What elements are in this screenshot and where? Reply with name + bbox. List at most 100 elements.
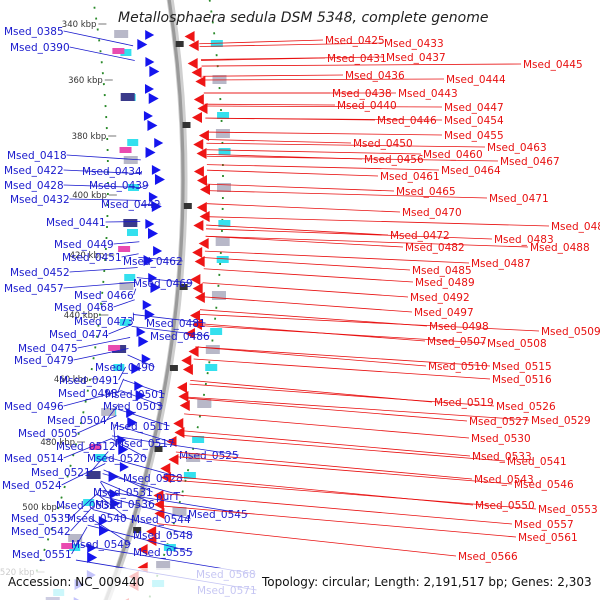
gene-label-right[interactable]: Msed_0488 — [530, 242, 590, 254]
gene-label-right[interactable]: Msed_0454 — [444, 115, 504, 127]
gene-label-right[interactable]: Msed_0489 — [415, 277, 475, 289]
gene-label-right[interactable]: Msed_0447 — [444, 102, 504, 114]
gene-label-right[interactable]: Msed_0529 — [531, 415, 591, 427]
gene-label-right[interactable]: Msed_0437 — [386, 52, 446, 64]
gene-label-left[interactable]: Msed_0468 — [54, 302, 114, 314]
gene-label-left[interactable]: Msed_0462 — [123, 256, 183, 268]
gene-label-right[interactable]: Msed_0557 — [514, 519, 574, 531]
gene-label-left[interactable]: Msed_0512 — [56, 441, 116, 453]
gene-label-right[interactable]: Msed_0438 — [332, 88, 392, 100]
gene-label-left[interactable]: Msed_0525 — [179, 450, 239, 462]
gene-label-right[interactable]: Msed_0492 — [410, 292, 470, 304]
gene-label-left[interactable]: Msed_0528 — [123, 473, 183, 485]
gene-label-left[interactable]: Msed_0491 — [59, 375, 119, 387]
gene-label-left[interactable]: Msed_0536 — [95, 499, 155, 511]
gene-label-right[interactable]: Msed_0464 — [441, 165, 501, 177]
gene-label-right[interactable]: Msed_0566 — [458, 551, 518, 563]
gene-label-left[interactable]: Msed_0434 — [82, 166, 142, 178]
gene-label-right[interactable]: Msed_0445 — [523, 59, 583, 71]
gene-label-left[interactable]: Msed_0422 — [4, 165, 64, 177]
gene-label-right[interactable]: Msed_0471 — [489, 193, 549, 205]
gene-label-right[interactable]: Msed_0461 — [380, 171, 440, 183]
gene-label-left[interactable]: Msed_0418 — [7, 150, 67, 162]
gene-label-left[interactable]: Msed_0521 — [31, 467, 91, 479]
gene-label-left[interactable]: Msed_0501 — [105, 389, 165, 401]
gene-label-left[interactable]: Msed_0524 — [2, 480, 62, 492]
gene-label-left[interactable]: Msed_0540 — [67, 513, 127, 525]
gene-label-left[interactable]: Msed_0511 — [110, 421, 170, 433]
gene-label-right[interactable]: Msed_0436 — [345, 70, 405, 82]
gene-label-right[interactable]: Msed_0472 — [390, 230, 450, 242]
gene-label-right[interactable]: Msed_0484 — [551, 221, 600, 233]
gene-label-left[interactable]: Msed_0549 — [71, 539, 131, 551]
gene-label-right[interactable]: Msed_0446 — [377, 115, 437, 127]
gene-label-right[interactable]: Msed_0482 — [405, 242, 465, 254]
gene-label-right[interactable]: Msed_0450 — [353, 138, 413, 150]
gene-label-left[interactable]: Msed_0390 — [10, 42, 70, 54]
gene-label-right[interactable]: Msed_0553 — [538, 504, 598, 516]
gene-label-left[interactable]: Msed_0496 — [4, 401, 64, 413]
gene-label-right[interactable]: Msed_0546 — [514, 479, 574, 491]
gene-label-right[interactable]: Msed_0541 — [507, 456, 567, 468]
gene-label-left[interactable]: Msed_0505 — [18, 428, 78, 440]
gene-label-left[interactable]: Msed_0475 — [18, 343, 78, 355]
gene-label-left[interactable]: Msed_0493 — [58, 388, 118, 400]
gene-label-right[interactable]: Msed_0440 — [337, 100, 397, 112]
gene-label-left[interactable]: Msed_0428 — [4, 180, 64, 192]
gene-label-left[interactable]: Msed_0385 — [4, 26, 64, 38]
gene-label-right[interactable]: Msed_0533 — [472, 451, 532, 463]
gene-label-right[interactable]: Msed_0561 — [518, 532, 578, 544]
gene-label-left[interactable]: Msed_0469 — [133, 278, 193, 290]
gene-label-left[interactable]: Msed_0517 — [115, 438, 175, 450]
gene-label-left[interactable]: Msed_0466 — [74, 290, 134, 302]
gene-label-left[interactable]: Msed_0548 — [133, 530, 193, 542]
gene-label-left[interactable]: Msed_0432 — [10, 194, 70, 206]
gene-label-left[interactable]: Msed_0441 — [46, 217, 106, 229]
gene-label-left[interactable]: Msed_0555 — [133, 547, 193, 559]
gene-label-right[interactable]: Msed_0465 — [396, 186, 456, 198]
gene-label-right[interactable]: Msed_0497 — [414, 307, 474, 319]
gene-label-right[interactable]: Msed_0526 — [496, 401, 556, 413]
gene-label-right[interactable]: Msed_0487 — [471, 258, 531, 270]
gene-label-right[interactable]: Msed_0508 — [487, 338, 547, 350]
gene-label-left[interactable]: Msed_0504 — [47, 415, 107, 427]
gene-label-left[interactable]: Msed_0542 — [11, 526, 71, 538]
gene-label-right[interactable]: Msed_0463 — [487, 142, 547, 154]
gene-label-left[interactable]: Msed_0503 — [103, 401, 163, 413]
gene-label-right[interactable]: Msed_0431 — [327, 53, 387, 65]
gene-label-left[interactable]: Msed_0481 — [146, 318, 206, 330]
gene-label-left[interactable]: Msed_0531 — [93, 487, 153, 499]
gene-label-right[interactable]: Msed_0543 — [474, 474, 534, 486]
gene-label-right[interactable]: Msed_0444 — [446, 74, 506, 86]
gene-label-right[interactable]: Msed_0550 — [475, 500, 535, 512]
gene-label-right[interactable]: Msed_0510 — [428, 361, 488, 373]
gene-label-right[interactable]: Msed_0460 — [423, 149, 483, 161]
gene-label-right[interactable]: Msed_0443 — [398, 88, 458, 100]
gene-label-left[interactable]: Msed_0532 — [56, 500, 116, 512]
gene-label-right[interactable]: Msed_0483 — [494, 234, 554, 246]
gene-label-right[interactable]: Msed_0455 — [444, 130, 504, 142]
gene-label-right[interactable]: Msed_0485 — [412, 265, 472, 277]
gene-label-right[interactable]: Msed_0507 — [427, 336, 487, 348]
gene-label-right[interactable]: Msed_0467 — [500, 156, 560, 168]
gene-label-right[interactable]: Msed_0515 — [492, 361, 552, 373]
gene-label-right[interactable]: Msed_0530 — [471, 433, 531, 445]
gene-label-left[interactable]: Msed_0473 — [74, 316, 134, 328]
gene-label-left[interactable]: Msed_0535 — [11, 513, 71, 525]
gene-label-right[interactable]: Msed_0516 — [492, 374, 552, 386]
gene-label-left[interactable]: Msed_0451 — [62, 252, 122, 264]
gene-label-right[interactable]: Msed_0519 — [434, 397, 494, 409]
gene-label-left[interactable]: Msed_0514 — [4, 453, 64, 465]
gene-label-left[interactable]: Msed_0474 — [49, 329, 109, 341]
gene-label-left[interactable]: Msed_0551 — [12, 549, 72, 561]
gene-label-right[interactable]: Msed_0470 — [402, 207, 462, 219]
gene-label-left[interactable]: Msed_0452 — [10, 267, 70, 279]
gene-label-left[interactable]: Msed_0457 — [4, 283, 64, 295]
gene-label-left[interactable]: Msed_0520 — [87, 453, 147, 465]
gene-label-right[interactable]: Msed_0456 — [364, 154, 424, 166]
gene-label-right[interactable]: Msed_0433 — [384, 38, 444, 50]
gene-label-left[interactable]: Msed_0442 — [101, 199, 161, 211]
gene-label-left[interactable]: Msed_0439 — [89, 180, 149, 192]
gene-label-left[interactable]: Msed_0479 — [14, 355, 74, 367]
gene-label-left[interactable]: Msed_0486 — [150, 331, 210, 343]
